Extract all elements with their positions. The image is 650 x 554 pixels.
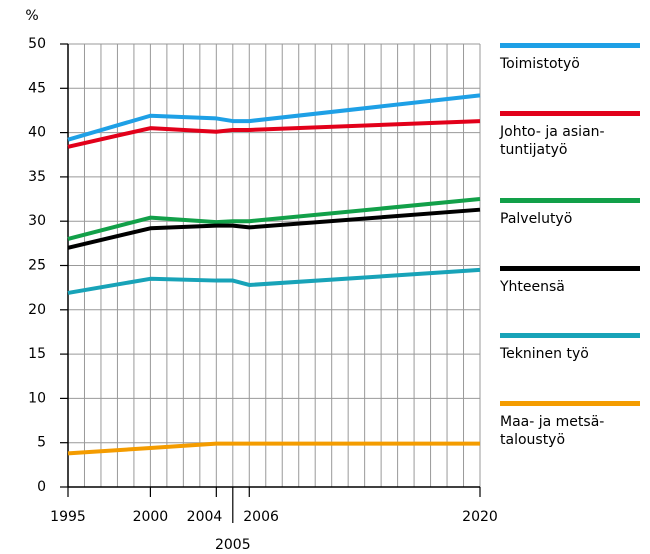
y-tick-label: 20 — [28, 302, 46, 318]
legend-label: Tekninen työ — [500, 346, 589, 362]
legend-label: Palvelutyö — [500, 211, 573, 227]
y-tick-label: 30 — [28, 213, 46, 229]
legend-swatch — [500, 266, 640, 271]
x-tick-label: 2006 — [243, 509, 279, 525]
legend-swatch — [500, 401, 640, 406]
y-tick-label: 25 — [28, 258, 46, 274]
legend-swatch — [500, 333, 640, 338]
y-tick-label: 10 — [28, 390, 46, 406]
line-series — [67, 207, 481, 250]
legend-swatch — [500, 111, 640, 116]
y-tick-label: 15 — [28, 346, 46, 362]
line-series — [67, 93, 481, 142]
x-tick-label: 2004 — [187, 509, 223, 525]
x-tick-label: 2000 — [133, 509, 169, 525]
line-series — [67, 119, 481, 149]
x-tick-label: 2005 — [215, 537, 251, 553]
y-tick-label: 35 — [28, 169, 46, 185]
legend-label: Yhteensä — [500, 279, 565, 295]
y-axis-label: % — [25, 8, 38, 24]
line-series — [67, 267, 481, 295]
y-tick-label: 0 — [37, 479, 46, 495]
y-tick-label: 5 — [37, 435, 46, 451]
line-series — [67, 441, 480, 456]
x-tick-label: 2020 — [462, 509, 498, 525]
y-tick-label: 50 — [28, 36, 46, 52]
legend-label: Maa- ja metsä- taloustyö — [500, 414, 605, 448]
legend-swatch — [500, 198, 640, 203]
y-tick-label: 45 — [28, 80, 46, 96]
legend-swatch — [500, 43, 640, 48]
legend-label: Johto- ja asian- tuntijatyö — [500, 124, 605, 158]
legend-label: Toimistotyö — [500, 56, 580, 72]
line-series — [67, 197, 481, 241]
x-tick-label: 1995 — [50, 509, 86, 525]
y-tick-label: 40 — [28, 125, 46, 141]
